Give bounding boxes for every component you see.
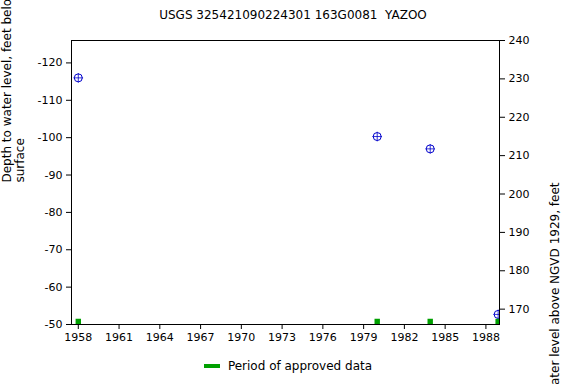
- svg-text:1961: 1961: [105, 331, 133, 344]
- svg-text:-70: -70: [45, 243, 63, 256]
- svg-text:-80: -80: [45, 206, 63, 219]
- svg-text:200: 200: [509, 188, 530, 201]
- svg-text:170: 170: [509, 303, 530, 316]
- svg-text:1964: 1964: [146, 331, 174, 344]
- svg-text:190: 190: [509, 226, 530, 239]
- svg-text:-50: -50: [45, 318, 63, 331]
- svg-text:1988: 1988: [472, 331, 500, 344]
- svg-text:210: 210: [509, 149, 530, 162]
- svg-text:Depth to water level, feet bel: Depth to water level, feet below landsur…: [0, 0, 27, 183]
- svg-text:-110: -110: [38, 94, 63, 107]
- svg-text:1985: 1985: [431, 331, 459, 344]
- svg-text:-100: -100: [38, 131, 63, 144]
- svg-text:-120: -120: [38, 56, 63, 69]
- svg-text:Groundwater level above NGVD 1: Groundwater level above NGVD 1929, feet: [548, 182, 562, 384]
- svg-text:230: 230: [509, 72, 530, 85]
- html-text:Period of approved data: Period of approved data: [227, 359, 373, 373]
- svg-text:-90: -90: [45, 169, 63, 182]
- svg-text:1982: 1982: [390, 331, 418, 344]
- svg-text:240: 240: [509, 34, 530, 47]
- svg-text:1970: 1970: [227, 331, 255, 344]
- svg-text:1958: 1958: [64, 331, 92, 344]
- svg-text:1973: 1973: [268, 331, 296, 344]
- svg-text:220: 220: [509, 111, 530, 124]
- svg-text:-60: -60: [45, 281, 63, 294]
- svg-text:1976: 1976: [309, 331, 337, 344]
- svg-text:1979: 1979: [350, 331, 378, 344]
- svg-text:180: 180: [509, 264, 530, 277]
- svg-text:1967: 1967: [187, 331, 215, 344]
- html-text:USGS 325421090224301 163G0081: USGS 325421090224301 163G0081 YAZOO: [159, 8, 427, 22]
